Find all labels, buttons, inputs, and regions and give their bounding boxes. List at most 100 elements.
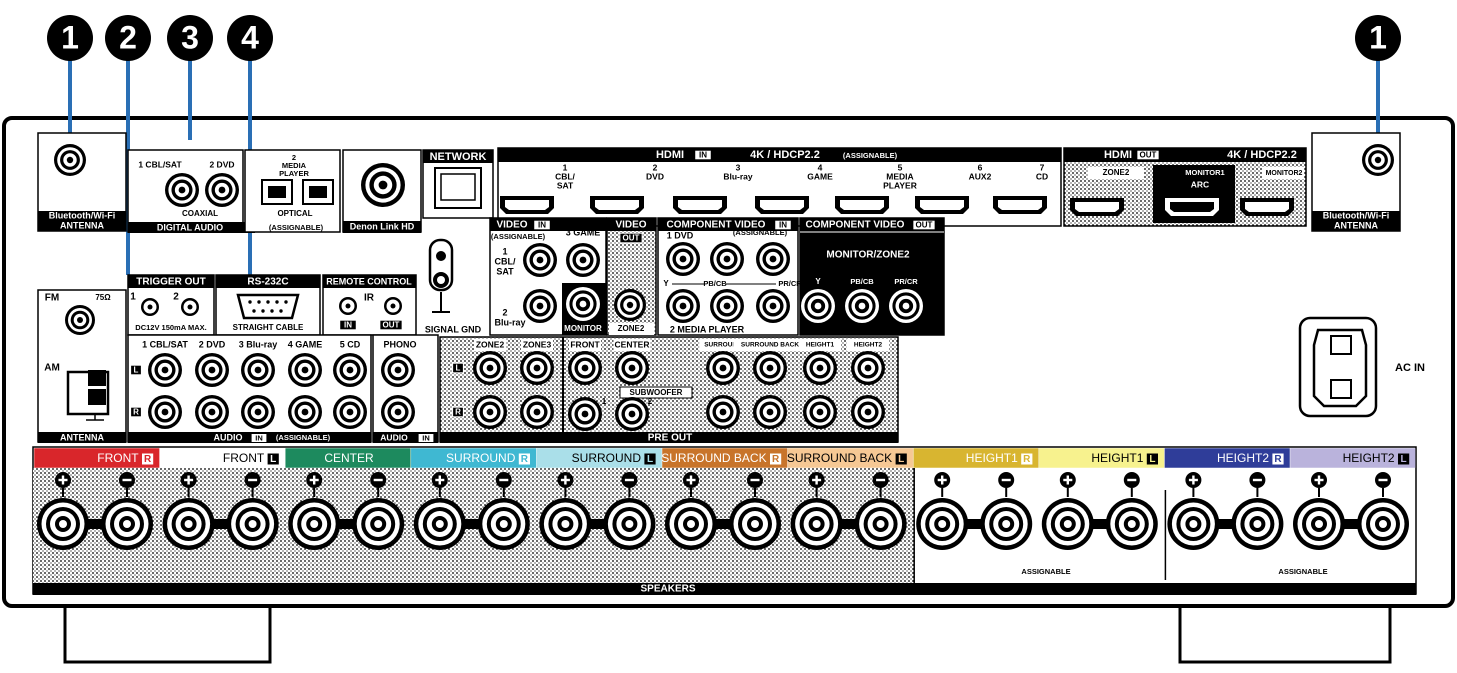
ring [374, 520, 383, 528]
ring [719, 364, 727, 372]
label: CBL/ [555, 171, 575, 181]
label: SURROUND BACK [787, 451, 892, 465]
label-band [128, 275, 214, 288]
foot [63, 598, 272, 664]
channel-header [1039, 448, 1165, 468]
tag-box [1136, 149, 1160, 161]
dsub-port [236, 293, 300, 320]
label: HEIGHT2 [1343, 451, 1395, 465]
ring [769, 255, 777, 263]
label: AC IN [1395, 362, 1425, 374]
ring [486, 364, 494, 372]
label: 2 [502, 307, 507, 317]
ring [1355, 15, 1401, 61]
label: L [456, 364, 461, 373]
label: IN [538, 221, 546, 230]
tag-box [266, 452, 280, 466]
ring [902, 302, 910, 310]
tag-box [533, 219, 551, 231]
ring [1127, 520, 1136, 528]
ring [1002, 520, 1011, 528]
ring [208, 366, 216, 374]
label: FM [45, 293, 59, 304]
tag-box [141, 452, 155, 466]
ring [254, 408, 262, 416]
lan-port [440, 173, 476, 201]
label-band [38, 211, 126, 231]
channel-header [285, 448, 411, 468]
tag-box [894, 452, 908, 466]
channel-header [536, 448, 662, 468]
ring [248, 520, 257, 528]
terminal-bridge [1067, 519, 1132, 529]
ring [378, 180, 388, 190]
tag-box [643, 452, 657, 466]
label: MONITOR/ZONE2 [826, 250, 910, 261]
label: HEIGHT1 [966, 451, 1018, 465]
ring [628, 364, 636, 372]
ac-inlet [1312, 328, 1368, 408]
tag-box [1397, 452, 1411, 466]
label: ANTENNA [60, 432, 104, 442]
label: IN [779, 221, 787, 230]
hdmi-port-inner [920, 200, 964, 210]
ring [533, 364, 541, 372]
ring [257, 300, 261, 304]
label: VIDEO [615, 220, 646, 231]
ring [751, 520, 759, 528]
am-terminal [88, 389, 106, 405]
label: Blu-ray [494, 317, 525, 327]
ring [1374, 156, 1382, 164]
label: DVD [646, 171, 664, 181]
ring [814, 302, 822, 310]
ring [499, 520, 508, 528]
tag-box [1145, 452, 1160, 466]
hdmi-port-inner [840, 200, 884, 210]
label-band [216, 275, 320, 288]
label: COMPONENT VIDEO [667, 220, 766, 231]
label: ANTENNA [60, 220, 104, 230]
tag-box [130, 364, 142, 376]
ring [275, 300, 279, 304]
tag-box [769, 452, 783, 466]
label: Y [815, 277, 821, 286]
label: IN [344, 321, 352, 330]
label: CENTER [324, 451, 374, 465]
ring [187, 304, 193, 310]
label: SURROUND [572, 451, 642, 465]
label: 2 [292, 153, 296, 162]
ring [938, 520, 947, 528]
label: 3 Blu-ray [239, 339, 278, 349]
label: PLAYER [279, 169, 309, 178]
label: DIGITAL AUDIO [157, 222, 223, 232]
label: 1 [602, 397, 607, 406]
label: HEIGHT1 [1091, 451, 1143, 465]
label: 3 [181, 19, 199, 55]
ring [394, 366, 402, 374]
label: PB/CB [850, 277, 874, 286]
ring [105, 15, 151, 61]
terminal-bridge [816, 519, 881, 529]
hdmi-port-inner [1075, 202, 1119, 212]
label: STRAIGHT CABLE [233, 323, 304, 332]
hdmi-port-inner [998, 200, 1042, 210]
label: ZONE2 [1103, 168, 1130, 177]
label: ZONE2 [618, 324, 645, 333]
label: HDMI [1104, 149, 1132, 161]
ring [723, 255, 731, 263]
tag-box [474, 339, 506, 351]
ring [266, 300, 270, 304]
label: PB/CB [703, 279, 727, 288]
tag-box [417, 433, 435, 443]
optical-port [302, 179, 334, 205]
ring [161, 408, 169, 416]
ring [1189, 520, 1198, 528]
ring [390, 303, 396, 309]
ring [719, 408, 727, 416]
label: FRONT [570, 339, 600, 349]
ring [394, 408, 402, 416]
label: AUDIO [380, 432, 408, 442]
tag-box [846, 339, 890, 351]
tag-box [1020, 452, 1034, 466]
label: ASSIGNABLE [1021, 567, 1070, 576]
